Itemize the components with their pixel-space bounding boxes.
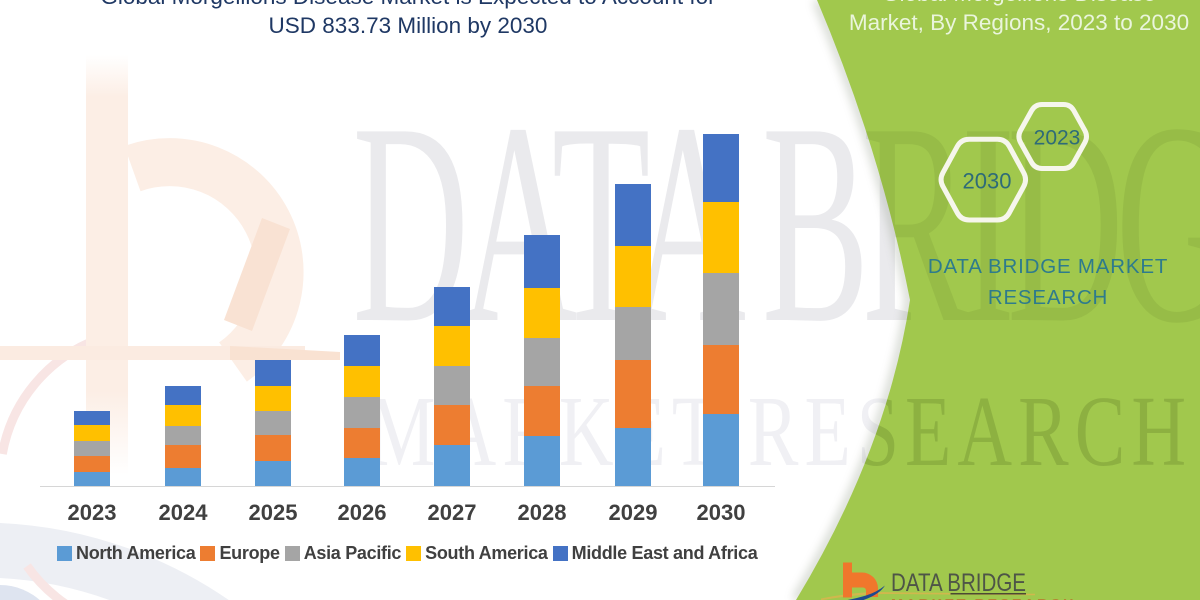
svg-text:MARKET RESEARCH: MARKET RESEARCH <box>368 376 1192 488</box>
svg-text:2030: 2030 <box>963 169 1012 194</box>
svg-text:DATA BRIDGE: DATA BRIDGE <box>891 569 1026 597</box>
svg-text:MARKET RESEARCH: MARKET RESEARCH <box>891 597 1076 600</box>
svg-text:2023: 2023 <box>1034 127 1081 150</box>
